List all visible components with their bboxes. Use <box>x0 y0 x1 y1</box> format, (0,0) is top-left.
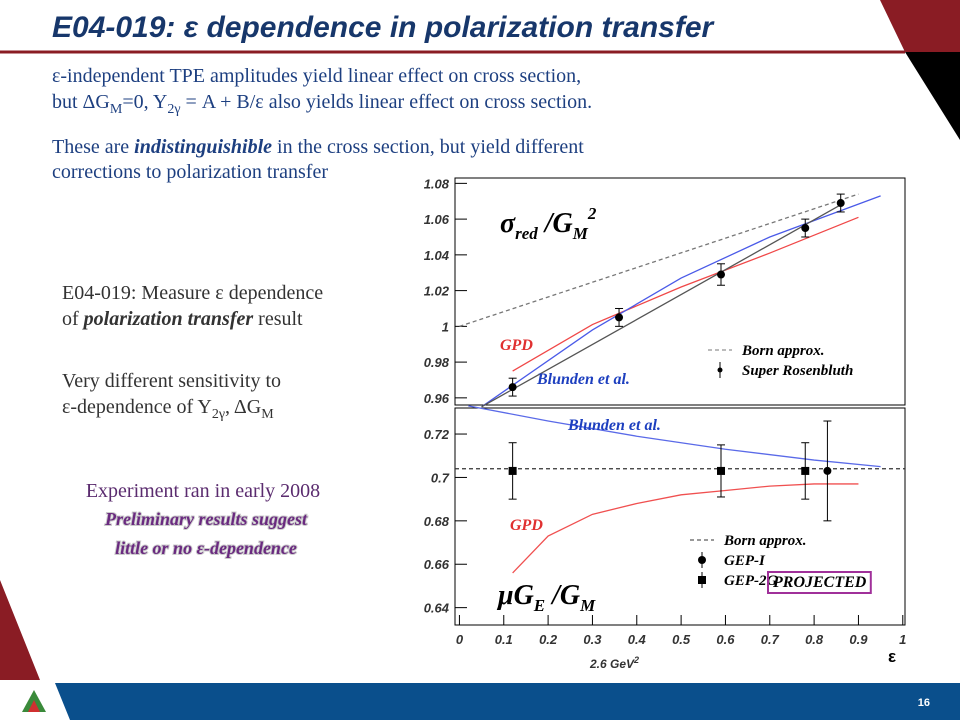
y-tick-label: 0.64 <box>424 601 450 616</box>
x-tick-label: 0.8 <box>805 632 824 647</box>
point <box>823 466 832 475</box>
series-line <box>459 193 859 327</box>
corner-decor <box>880 0 960 52</box>
para: E04-019: Measure ε dependence of polariz… <box>62 282 323 422</box>
x-axis-label: ε <box>888 647 896 666</box>
legend-label: Born approx. <box>741 343 825 359</box>
footer-bar <box>0 683 960 720</box>
text-line: corrections to polarization transfer <box>52 161 328 183</box>
point <box>508 383 517 392</box>
legend-label: GEP-I <box>724 553 766 569</box>
point <box>836 199 845 208</box>
point <box>615 313 624 322</box>
x-tick-label: 0.1 <box>495 632 513 647</box>
annotation: Blunden et al. <box>567 417 661 434</box>
x-tick-label: 0.2 <box>539 632 558 647</box>
y-tick-label: 1 <box>442 319 449 334</box>
point <box>717 270 726 279</box>
x-tick-label: 0.4 <box>628 632 647 647</box>
series-line <box>468 405 881 468</box>
y-axis-label-part: /G <box>538 208 573 239</box>
y-tick-label: 0.68 <box>424 514 450 529</box>
series-line <box>481 204 842 408</box>
x-tick-label: 1 <box>899 632 906 647</box>
annotation: Blunden et al. <box>536 371 630 388</box>
annotation-box <box>767 571 872 594</box>
y-tick-label: 0.72 <box>424 427 450 442</box>
y-axis-label-part: M <box>572 224 589 243</box>
para: ε-independent TPE amplitudes yield linea… <box>52 65 592 183</box>
annotation: PROJECTED <box>772 574 867 591</box>
point <box>717 466 726 475</box>
y-axis-label-part: σ <box>500 208 516 239</box>
corner-decor <box>0 580 40 680</box>
x-tick-label: 0.5 <box>672 632 691 647</box>
result-line: Preliminary results suggest <box>104 509 308 529</box>
y-axis-label-part: /G <box>545 580 580 611</box>
y-tick-label: 1.08 <box>424 176 450 191</box>
text-line: ε-dependence of Y2γ, ΔGM <box>62 396 274 422</box>
x-tick-label: 0.7 <box>761 632 780 647</box>
y-axis-label-part: M <box>579 596 596 615</box>
result: Preliminary results suggest little or no… <box>103 508 309 559</box>
text-line: but ΔGM=0, Y2γ = A + B/ε also yields lin… <box>52 91 592 117</box>
point <box>801 466 810 475</box>
page-number: 16 <box>918 697 930 709</box>
plot-frame <box>454 407 906 626</box>
y-tick-label: 1.06 <box>424 212 450 227</box>
point <box>508 466 517 475</box>
text-line: E04-019: Measure ε dependence <box>62 282 323 304</box>
x-tick-label: 0.6 <box>716 632 735 647</box>
y-tick-label: 1.02 <box>424 284 450 299</box>
x-tick-label: 0.3 <box>583 632 602 647</box>
legend-symbol <box>698 556 706 564</box>
x-note-part: 2.6 GeV <box>589 657 635 671</box>
text-line: These are indistinguishible in the cross… <box>52 136 584 158</box>
y-tick-label: 1.04 <box>424 248 450 263</box>
text-line: ε-independent TPE amplitudes yield linea… <box>52 65 581 87</box>
y-axis-label-part: red <box>515 224 538 243</box>
point <box>801 224 810 233</box>
x-tick-label: 0 <box>456 632 464 647</box>
note: Experiment ran in early 2008 <box>86 480 320 502</box>
logo <box>28 700 40 712</box>
text-line: of polarization transfer result <box>62 308 303 330</box>
y-axis-label: σred /GM2 <box>500 204 597 243</box>
text-line: Very different sensitivity to <box>62 370 281 392</box>
y-axis-label-part: μG <box>496 580 534 611</box>
corner-decor <box>905 52 960 140</box>
x-note: 2.6 GeV2 <box>589 655 639 671</box>
y-tick-label: 0.98 <box>424 355 450 370</box>
result-line: little or no ε-dependence <box>115 538 297 558</box>
legend-label: Super Rosenbluth <box>742 363 853 379</box>
series-line <box>512 483 859 574</box>
plot-frame <box>454 177 906 406</box>
annotation: GPD <box>510 517 543 534</box>
legend-label: GEP-2G <box>724 573 777 589</box>
legend-symbol <box>717 367 723 373</box>
slide-title: E04-019: ε dependence in polarization tr… <box>52 11 716 44</box>
annotation: GPD <box>500 337 533 354</box>
legend-label: Born approx. <box>723 533 807 549</box>
y-axis-label-part: E <box>533 596 545 615</box>
y-tick-label: 0.96 <box>424 391 450 406</box>
y-tick-label: 0.7 <box>431 470 450 485</box>
y-axis-label-part: 2 <box>587 204 597 223</box>
y-axis-label: μGE /GM <box>496 580 596 615</box>
series-line <box>512 216 859 372</box>
x-note-part: 2 <box>633 655 639 665</box>
y-tick-label: 0.66 <box>424 557 450 572</box>
legend-symbol <box>698 576 706 584</box>
x-tick-label: 0.9 <box>849 632 868 647</box>
